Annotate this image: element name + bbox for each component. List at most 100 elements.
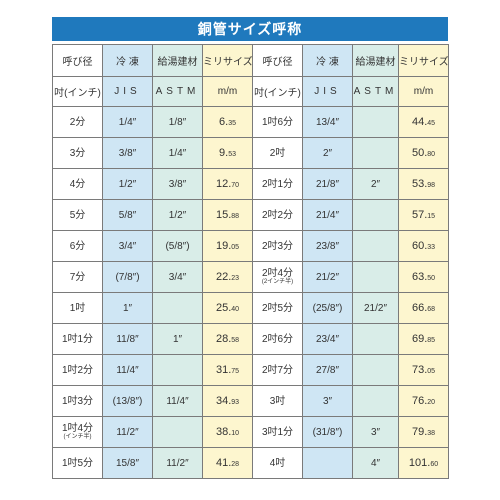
l-millimeter-cell: 6.35: [202, 106, 253, 138]
l-millimeter-cell: 12.70: [202, 168, 253, 200]
r-astm-cell: [352, 199, 399, 231]
r-jis-cell: 23/8″: [302, 230, 353, 262]
table-row: 1吋2分 11/4″ 31.75 2吋7分 27/8″ 73.05: [52, 354, 449, 386]
l-nominal-size-cell: 2分: [52, 106, 103, 138]
table-row: 6分 3/4″ (5/8″) 19.05 2吋3分 23/8″ 60.33: [52, 230, 449, 262]
r-millimeter-integer: 63.: [411, 271, 428, 283]
r-astm-cell: [352, 261, 399, 293]
l-astm-cell: 11/4″: [152, 385, 203, 417]
r-millimeter-cell: 66.68: [398, 292, 449, 324]
l-nominal-size: 2分: [69, 116, 86, 128]
table-row: 1吋3分 (13/8″) 11/4″ 34.93 3吋 3″ 76.20: [52, 385, 449, 417]
l-astm-cell: 1/2″: [152, 199, 203, 231]
table-row: 4分 1/2″ 3/8″ 12.70 2吋1分 21/8″ 2″ 53.98: [52, 168, 449, 200]
r-nominal-size-cell: 3吋: [252, 385, 303, 417]
r-millimeter-decimal: 85: [427, 337, 436, 344]
r-astm-cell: [352, 230, 399, 262]
l-millimeter-cell: 31.75: [202, 354, 253, 386]
l-astm-cell: 1/8″: [152, 106, 203, 138]
r-nominal-size-cell: 2吋1分: [252, 168, 303, 200]
l-astm-cell: [152, 292, 203, 324]
header-row: 呼び径 冷 凍 給湯建材 ミリサイズ 呼び径 冷 凍 給湯建材 ミリサイズ: [52, 44, 449, 77]
r-millimeter-integer: 79.: [411, 426, 428, 438]
l-millimeter-decimal: 28: [231, 461, 240, 468]
r-millimeter-decimal: 68: [427, 306, 436, 313]
r-millimeter-integer: 66.: [411, 302, 428, 314]
r-millimeter-integer: 73.: [411, 364, 428, 376]
r-millimeter-integer: 101.: [408, 457, 431, 469]
l-astm-cell: 3/8″: [152, 168, 203, 200]
subheader-row: 吋(インチ) JIS ASTM m/m 吋(インチ) JIS ASTM m/m: [52, 76, 449, 107]
l-millimeter-integer: 31.: [215, 364, 232, 376]
l-millimeter-decimal: 58: [231, 337, 240, 344]
r-millimeter-decimal: 20: [427, 399, 436, 406]
r-nominal-size: 2吋4分: [261, 268, 294, 279]
r-nominal-size-note: (2インチ半): [261, 279, 294, 285]
r-millimeter-cell: 63.50: [398, 261, 449, 293]
l-millimeter-integer: 6.: [219, 116, 229, 128]
r-nominal-size-cell: 2吋5分: [252, 292, 303, 324]
r-millimeter-cell: 50.80: [398, 137, 449, 169]
l-nominal-size-cell: 1吋4分 (インチ半): [52, 416, 103, 448]
l-jis-cell: 1″: [102, 292, 153, 324]
l-jis-cell: 15/8″: [102, 447, 153, 479]
l-millimeter-cell: 38.10: [202, 416, 253, 448]
l-millimeter-integer: 34.: [215, 395, 232, 407]
l-millimeter-integer: 22.: [215, 271, 232, 283]
r-jis-cell: 13/4″: [302, 106, 353, 138]
subheader-cell: 吋(インチ): [252, 76, 303, 107]
l-nominal-size: 1吋3分: [61, 395, 94, 407]
r-jis-cell: 21/2″: [302, 261, 353, 293]
r-millimeter-decimal: 45: [427, 120, 436, 127]
l-astm-cell: [152, 416, 203, 448]
l-nominal-size: 6分: [69, 240, 86, 252]
r-astm-cell: [352, 323, 399, 355]
header-cell: 給湯建材: [152, 44, 203, 77]
r-millimeter-decimal: 98: [427, 182, 436, 189]
table-row: 1吋 1″ 25.40 2吋5分 (25/8″) 21/2″ 66.68: [52, 292, 449, 324]
table-row: 5分 5/8″ 1/2″ 15.88 2吋2分 21/4″ 57.15: [52, 199, 449, 231]
r-nominal-size: 4吋: [269, 457, 286, 469]
l-nominal-size: 1吋: [69, 302, 86, 314]
r-astm-cell: [352, 137, 399, 169]
l-millimeter-integer: 38.: [215, 426, 232, 438]
l-astm-cell: [152, 354, 203, 386]
r-millimeter-cell: 69.85: [398, 323, 449, 355]
table-row: 1吋1分 11/8″ 1″ 28.58 2吋6分 23/4″ 69.85: [52, 323, 449, 355]
l-millimeter-decimal: 70: [231, 182, 240, 189]
l-millimeter-decimal: 40: [231, 306, 240, 313]
r-millimeter-cell: 79.38: [398, 416, 449, 448]
l-jis-cell: (7/8″): [102, 261, 153, 293]
subheader-cell: ASTM: [352, 76, 399, 107]
r-jis-cell: 3″: [302, 385, 353, 417]
l-millimeter-decimal: 53: [228, 151, 236, 158]
r-nominal-size-cell: 2吋2分: [252, 199, 303, 231]
l-millimeter-decimal: 93: [231, 399, 240, 406]
header-cell: 冷 凍: [102, 44, 153, 77]
r-millimeter-decimal: 15: [427, 213, 436, 220]
l-millimeter-cell: 28.58: [202, 323, 253, 355]
r-millimeter-cell: 53.98: [398, 168, 449, 200]
r-astm-cell: 2″: [352, 168, 399, 200]
header-cell: 呼び径: [252, 44, 303, 77]
l-millimeter-decimal: 35: [228, 120, 236, 127]
l-astm-cell: (5/8″): [152, 230, 203, 262]
l-nominal-size-cell: 1吋3分: [52, 385, 103, 417]
l-astm-cell: 11/2″: [152, 447, 203, 479]
l-millimeter-cell: 15.88: [202, 199, 253, 231]
r-nominal-size: 2吋5分: [261, 302, 294, 314]
l-nominal-size-cell: 5分: [52, 199, 103, 231]
r-nominal-size: 2吋1分: [261, 178, 294, 190]
l-millimeter-decimal: 23: [231, 275, 240, 282]
l-millimeter-integer: 12.: [215, 178, 232, 190]
l-nominal-size-cell: 1吋: [52, 292, 103, 324]
r-millimeter-cell: 57.15: [398, 199, 449, 231]
r-astm-cell: [352, 354, 399, 386]
r-nominal-size: 2吋3分: [261, 240, 294, 252]
l-nominal-size-cell: 1吋2分: [52, 354, 103, 386]
l-millimeter-integer: 41.: [215, 457, 232, 469]
r-astm-cell: 4″: [352, 447, 399, 479]
subheader-cell: 吋(インチ): [52, 76, 103, 107]
subheader-cell: JIS: [102, 76, 153, 107]
r-nominal-size-cell: 2吋4分 (2インチ半): [252, 261, 303, 293]
